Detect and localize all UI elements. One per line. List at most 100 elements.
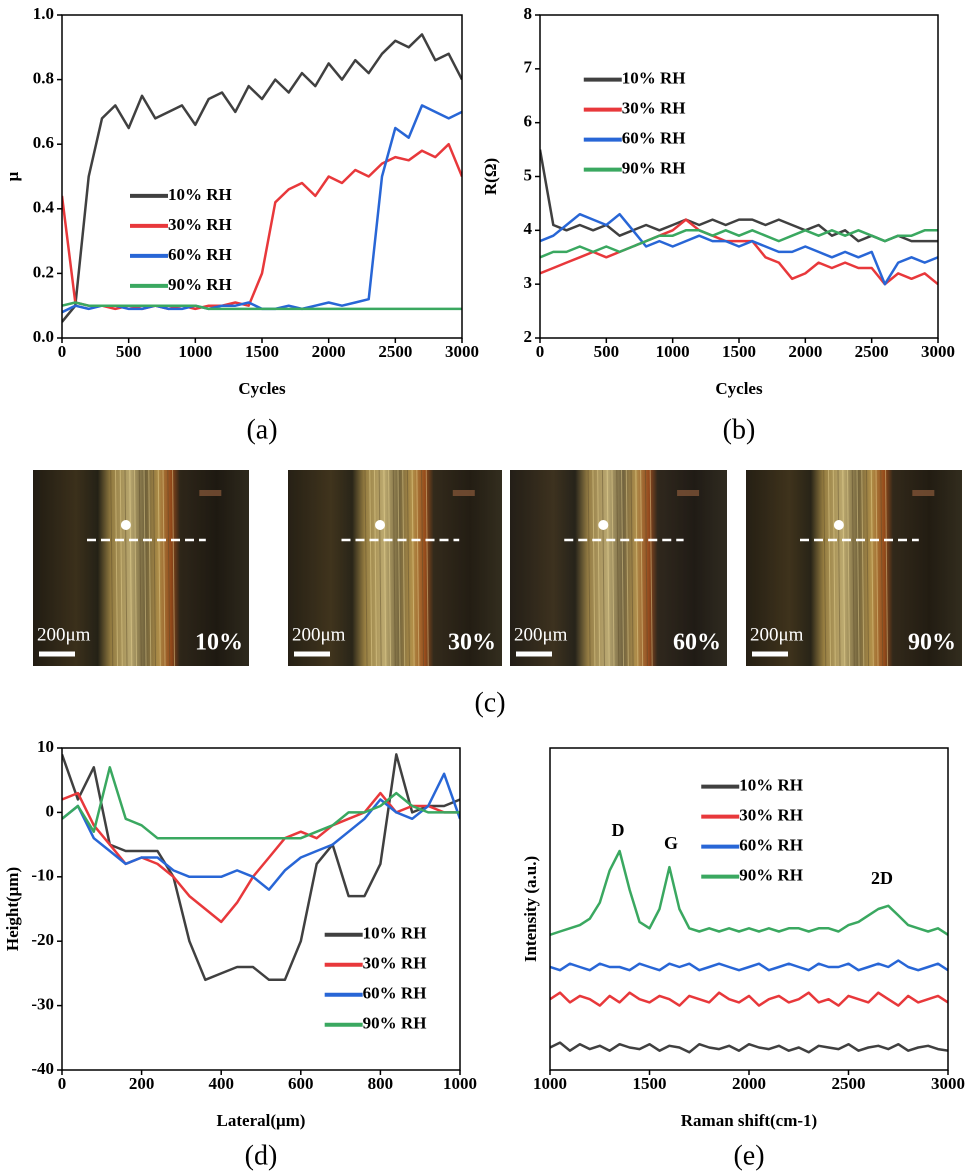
micrograph-tint bbox=[288, 470, 502, 666]
legend-label: 30% RH bbox=[622, 99, 686, 118]
raman-spot bbox=[120, 520, 131, 530]
panel-label: (e) bbox=[733, 1140, 764, 1171]
scale-box bbox=[912, 490, 935, 496]
wear-streak bbox=[110, 469, 114, 667]
legend-label: 90% RH bbox=[363, 1014, 427, 1033]
micrograph-tint bbox=[33, 470, 249, 666]
wear-streak bbox=[847, 469, 851, 667]
wear-streak bbox=[885, 469, 889, 667]
x-tick-label: 3000 bbox=[921, 342, 955, 361]
y-tick-label: 6 bbox=[524, 112, 533, 131]
x-tick-label: 2000 bbox=[788, 342, 822, 361]
legend-label: 60% RH bbox=[739, 836, 803, 855]
wear-streak bbox=[856, 469, 860, 667]
legend-label: 60% RH bbox=[168, 245, 232, 264]
y-tick-label: 0.8 bbox=[33, 69, 54, 88]
x-tick-label: 600 bbox=[288, 1074, 314, 1093]
wear-streak bbox=[644, 469, 648, 667]
wear-streak bbox=[866, 469, 870, 667]
scale-box bbox=[199, 490, 222, 496]
legend-label: 30% RH bbox=[168, 215, 232, 234]
humidity-label: 90% bbox=[908, 630, 956, 656]
wear-streak bbox=[425, 469, 429, 667]
x-tick-label: 2500 bbox=[378, 342, 412, 361]
series-line bbox=[62, 766, 460, 840]
x-tick-label: 1500 bbox=[633, 1074, 667, 1093]
x-tick-label: 1500 bbox=[722, 342, 756, 361]
wear-streak bbox=[421, 469, 425, 667]
y-tick-label: -30 bbox=[31, 995, 54, 1014]
scale-text: 200μm bbox=[750, 624, 804, 645]
y-tick-label: 4 bbox=[524, 219, 533, 238]
series-line bbox=[62, 142, 462, 311]
wear-streak bbox=[134, 469, 138, 667]
micrograph bbox=[746, 470, 962, 666]
legend-label: 90% RH bbox=[739, 866, 803, 885]
wear-streak bbox=[630, 469, 634, 667]
y-tick-label: 1.0 bbox=[33, 4, 54, 23]
x-tick-label: 1000 bbox=[656, 342, 690, 361]
series-line bbox=[550, 991, 948, 1007]
wear-streak bbox=[124, 469, 128, 667]
wear-streak bbox=[172, 469, 176, 667]
wear-streak bbox=[392, 469, 396, 667]
y-tick-label: 8 bbox=[524, 4, 533, 23]
scale-box bbox=[452, 490, 475, 496]
y-tick-label: -40 bbox=[31, 1059, 54, 1078]
micrograph bbox=[510, 470, 727, 666]
plot-frame bbox=[61, 14, 463, 339]
raman-spot bbox=[375, 520, 386, 530]
wear-streak bbox=[611, 469, 615, 667]
wear-streak bbox=[383, 469, 387, 667]
y-tick-label: 0.6 bbox=[33, 133, 54, 152]
series-line bbox=[62, 791, 460, 924]
wear-streak bbox=[416, 469, 420, 667]
series-line bbox=[62, 772, 460, 891]
scale-box bbox=[677, 490, 700, 496]
wear-streak bbox=[649, 469, 653, 667]
wear-streak bbox=[115, 469, 119, 667]
x-tick-label: 800 bbox=[368, 1074, 394, 1093]
wear-streak bbox=[406, 469, 410, 667]
y-tick-label: 10 bbox=[37, 737, 54, 756]
series-line bbox=[62, 33, 462, 323]
wear-streak bbox=[597, 469, 601, 667]
x-tick-label: 0 bbox=[536, 342, 545, 361]
wear-streak bbox=[369, 469, 373, 667]
x-tick-label: 200 bbox=[129, 1074, 155, 1093]
annotation: D bbox=[612, 820, 625, 840]
raman-spot bbox=[598, 520, 609, 530]
y-tick-label: 0.0 bbox=[33, 327, 54, 346]
wear-streak bbox=[880, 469, 884, 667]
plot-frame bbox=[549, 747, 949, 1071]
scale-text: 200μm bbox=[37, 624, 91, 645]
micrograph bbox=[33, 470, 249, 666]
x-tick-label: 2500 bbox=[832, 1074, 866, 1093]
wear-streak bbox=[162, 469, 166, 667]
wear-streak bbox=[143, 469, 147, 667]
x-axis-label: Cycles bbox=[715, 379, 763, 398]
legend-label: 30% RH bbox=[363, 954, 427, 973]
x-tick-label: 0 bbox=[58, 342, 67, 361]
legend-label: 90% RH bbox=[622, 159, 686, 178]
wear-streak bbox=[397, 469, 401, 667]
wear-streak bbox=[402, 469, 406, 667]
legend-label: 60% RH bbox=[622, 129, 686, 148]
wear-streak bbox=[148, 469, 152, 667]
wear-streak bbox=[621, 469, 625, 667]
raman-spot bbox=[833, 520, 844, 530]
x-tick-label: 2500 bbox=[855, 342, 889, 361]
wear-streak bbox=[167, 469, 171, 667]
series-line bbox=[62, 301, 462, 311]
wear-streak bbox=[832, 469, 836, 667]
panel-label: (a) bbox=[246, 414, 277, 445]
x-axis-label: Lateral(μm) bbox=[217, 1111, 306, 1130]
wear-streak bbox=[138, 469, 142, 667]
wear-streak bbox=[640, 469, 644, 667]
wear-streak bbox=[837, 469, 841, 667]
legend-label: 10% RH bbox=[739, 776, 803, 795]
humidity-label: 10% bbox=[195, 630, 243, 656]
x-tick-label: 1000 bbox=[178, 342, 212, 361]
panel-label: (c) bbox=[474, 687, 505, 718]
